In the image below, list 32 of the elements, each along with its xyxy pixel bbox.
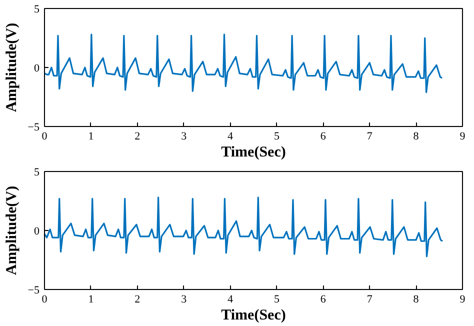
x-tick-label: 4 — [228, 294, 234, 306]
y-tick-label: −5 — [28, 122, 40, 134]
x-tick-label: 2 — [134, 130, 140, 142]
y-tick-label: −5 — [28, 284, 40, 296]
x-tick-label: 0 — [42, 294, 48, 306]
x-tick-label: 6 — [320, 130, 326, 142]
x-tick-label: 7 — [366, 294, 373, 306]
x-tick-label: 5 — [274, 130, 280, 142]
x-tick-label: 3 — [181, 294, 188, 306]
line-series — [44, 34, 443, 94]
x-tick-label: 9 — [460, 294, 466, 306]
x-tick-label: 7 — [366, 130, 373, 142]
y-tick-label: 5 — [34, 166, 40, 178]
x-tick-label: 4 — [228, 130, 234, 142]
y-axis-title: Amplitude(V) — [4, 22, 20, 112]
line-series — [44, 196, 444, 258]
x-tick-label: 2 — [134, 294, 140, 306]
x-tick-label: 5 — [274, 294, 280, 306]
y-tick-label: 0 — [34, 226, 40, 238]
x-tick-label: 1 — [88, 130, 94, 142]
x-tick-label: 8 — [413, 130, 420, 142]
x-tick-label: 9 — [460, 130, 466, 142]
x-tick-label: 3 — [181, 130, 188, 142]
y-axis-title: Amplitude(V) — [4, 186, 20, 276]
x-axis-title: Time(Sec) — [221, 308, 286, 324]
x-tick-label: 8 — [413, 294, 420, 306]
y-tick-label: 0 — [34, 62, 40, 74]
x-tick-label: 1 — [88, 294, 94, 306]
x-tick-label: 0 — [42, 130, 48, 142]
x-axis-title: Time(Sec) — [221, 144, 286, 160]
x-tick-label: 6 — [320, 294, 326, 306]
y-tick-label: 5 — [34, 4, 40, 16]
